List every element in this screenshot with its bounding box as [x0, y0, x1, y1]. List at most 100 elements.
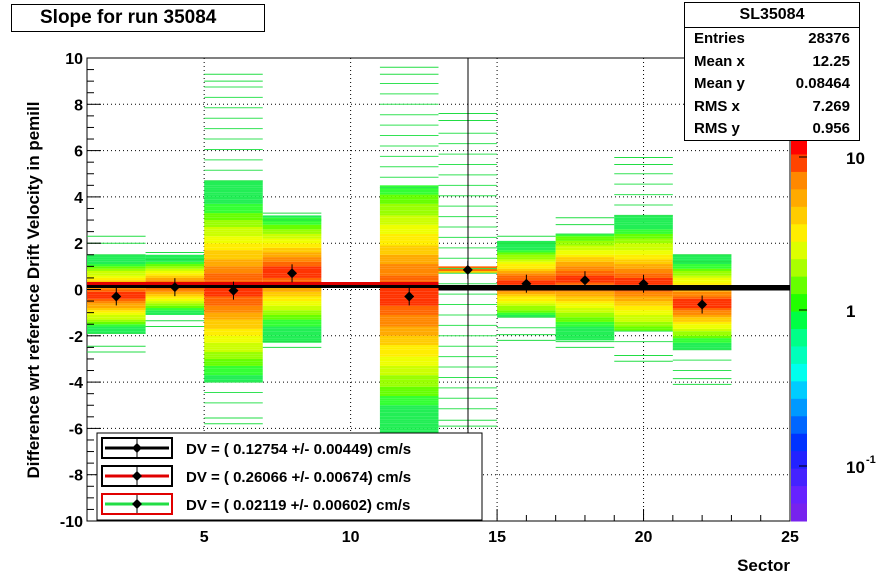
- legend-swatch: [101, 465, 173, 487]
- stats-key: Mean x: [694, 52, 745, 70]
- heatmap-cell: [672, 326, 732, 329]
- heatmap-cell: [379, 270, 439, 274]
- fit-legend: DV = ( 0.12754 +/- 0.00449) cm/s DV = ( 0…: [96, 432, 483, 521]
- heatmap-cell: [262, 333, 322, 336]
- heatmap-bins: [87, 66, 732, 466]
- heatmap-cell: [379, 266, 439, 269]
- heatmap-cell: [497, 270, 556, 274]
- heatmap-cell: [87, 257, 146, 260]
- y-tick-label: -8: [69, 468, 83, 485]
- heatmap-cell: [555, 303, 615, 306]
- heatmap-cell: [614, 301, 673, 304]
- heatmap-cell: [672, 324, 732, 327]
- heatmap-cell: [262, 321, 322, 325]
- heatmap-cell: [262, 312, 322, 315]
- heatmap-cell: [204, 180, 263, 184]
- heatmap-cell: [555, 243, 615, 246]
- heatmap-cell: [204, 363, 263, 366]
- heatmap-cell: [262, 305, 322, 309]
- heatmap-cell: [204, 333, 263, 336]
- heatmap-cell: [379, 333, 439, 336]
- heatmap-cell: [379, 384, 439, 387]
- heatmap-cell: [672, 347, 732, 350]
- color-scale-label: 1: [846, 302, 855, 321]
- heatmap-cell: [145, 257, 205, 260]
- heatmap-cell: [145, 312, 205, 315]
- heatmap-cell: [379, 231, 439, 234]
- heatmap-cell: [614, 273, 673, 276]
- heatmap-cell: [262, 324, 322, 327]
- color-scale-segment: [791, 311, 807, 330]
- data-point: [697, 295, 708, 314]
- heatmap-cell: [204, 342, 263, 346]
- heatmap-cell: [497, 240, 556, 244]
- heatmap-cell: [262, 326, 322, 329]
- data-point: [521, 274, 532, 293]
- heatmap-cell: [379, 347, 439, 350]
- heatmap-cell: [262, 301, 322, 304]
- heatmap-cell: [614, 268, 673, 271]
- heatmap-cell: [204, 301, 263, 304]
- point-marker: [579, 275, 590, 286]
- heatmap-cell: [555, 257, 615, 260]
- heatmap-cell: [555, 305, 615, 309]
- heatmap-cell: [614, 245, 673, 248]
- heatmap-cell: [497, 308, 556, 311]
- heatmap-cell: [379, 326, 439, 329]
- legend-label: DV = ( 0.26066 +/- 0.00674) cm/s: [186, 469, 411, 486]
- point-marker: [521, 278, 532, 289]
- color-scale-segment: [791, 363, 807, 382]
- heatmap-cell: [204, 250, 263, 253]
- heatmap-cell: [614, 259, 673, 262]
- heatmap-cell: [204, 189, 263, 193]
- heatmap-cell: [379, 199, 439, 202]
- heatmap-cell: [379, 243, 439, 246]
- heatmap-cell: [204, 368, 263, 371]
- y-tick-label: -4: [69, 375, 83, 392]
- heatmap-cell: [555, 324, 615, 327]
- color-scale-segment: [791, 206, 807, 225]
- heatmap-cell: [614, 222, 673, 225]
- heatmap-cell: [204, 264, 263, 267]
- heatmap-cell: [672, 277, 732, 281]
- heatmap-cell: [555, 245, 615, 248]
- heatmap-cell: [145, 308, 205, 311]
- heatmap-cell: [204, 229, 263, 232]
- heatmap-cell: [379, 386, 439, 390]
- heatmap-cell: [204, 352, 263, 355]
- heatmap-cell: [497, 268, 556, 271]
- heatmap-cell: [379, 395, 439, 399]
- heatmap-cell: [379, 340, 439, 343]
- color-scale-segment: [791, 154, 807, 173]
- heatmap-cell: [555, 326, 615, 329]
- heatmap-cell: [379, 419, 439, 422]
- color-scale-segment: [791, 189, 807, 208]
- heatmap-cell: [379, 393, 439, 396]
- heatmap-cell: [87, 264, 146, 267]
- heatmap-cell: [204, 277, 263, 281]
- heatmap-cell: [614, 314, 673, 318]
- heatmap-cell: [87, 328, 146, 332]
- heatmap-cell: [87, 273, 146, 276]
- heatmap-cell: [672, 294, 732, 297]
- heatmap-cell: [614, 231, 673, 234]
- heatmap-cell: [204, 314, 263, 318]
- heatmap-cell: [262, 303, 322, 306]
- heatmap-cell: [379, 240, 439, 244]
- heatmap-cell: [379, 203, 439, 207]
- heatmap-cell: [555, 312, 615, 315]
- heatmap-cell: [204, 365, 263, 369]
- heatmap-cell: [145, 305, 205, 309]
- heatmap-cell: [379, 206, 439, 209]
- heatmap-cell: [497, 266, 556, 269]
- heatmap-cell: [614, 233, 673, 237]
- heatmap-cell: [555, 240, 615, 244]
- heatmap-cell: [262, 224, 322, 227]
- heatmap-cell: [379, 280, 439, 283]
- heatmap-cell: [87, 321, 146, 325]
- heatmap-cell: [204, 226, 263, 230]
- heatmap-cell: [614, 291, 673, 295]
- color-scale-segment: [791, 451, 807, 470]
- heatmap-cell: [555, 296, 615, 299]
